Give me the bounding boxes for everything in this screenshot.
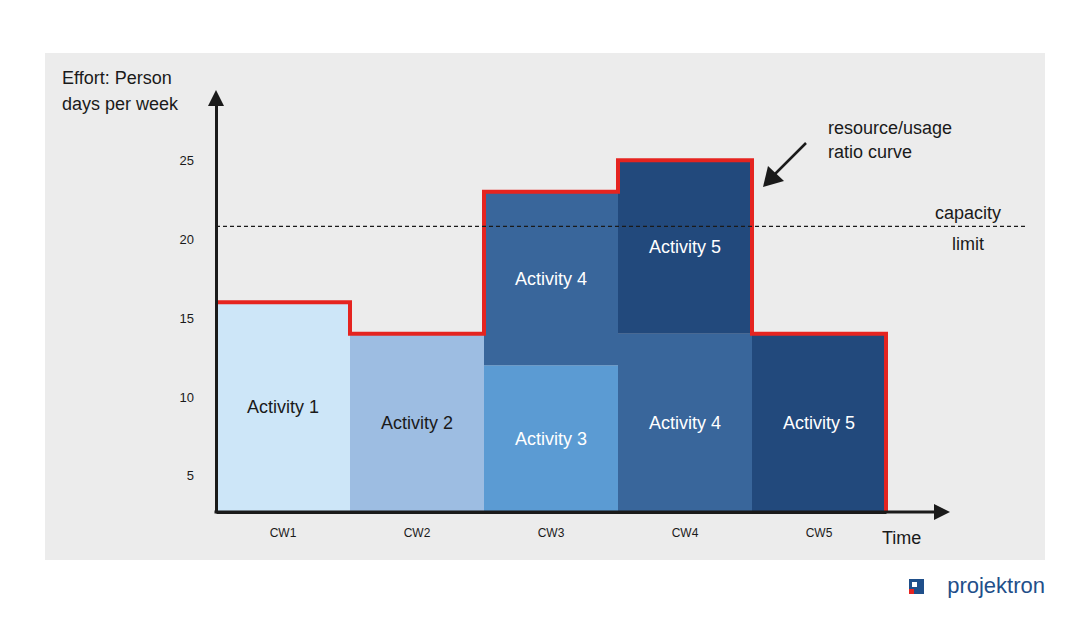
- reference-label: limit: [952, 234, 984, 254]
- segment-label: Activity 3: [515, 429, 587, 449]
- segment-label: Activity 1: [247, 397, 319, 417]
- y-tick-label: 5: [187, 468, 194, 483]
- y-tick: 20: [180, 232, 216, 247]
- x-tick-label: CW1: [270, 526, 297, 540]
- annotation-arrowhead: [763, 166, 784, 187]
- bar-segment: [618, 334, 752, 512]
- reference-line: [216, 226, 1028, 227]
- background: [45, 53, 1045, 560]
- segment-label: Activity 4: [515, 269, 587, 289]
- y-tick-label: 15: [180, 311, 194, 326]
- reference-label: capacity: [935, 203, 1001, 223]
- y-tick-label: 20: [180, 232, 194, 247]
- y-axis-title: days per week: [62, 94, 179, 114]
- x-tick-label: CW5: [806, 526, 833, 540]
- segment-label: Activity 4: [649, 413, 721, 433]
- y-tick: 25: [180, 153, 216, 168]
- logo-icon-inner: [912, 582, 917, 587]
- logo: projektron: [909, 573, 1045, 598]
- annotation-arrow: [774, 143, 806, 175]
- y-tick: 10: [180, 390, 216, 405]
- segment-labels: Activity 1 Activity 2 Activity 3 Activity 4…: [247, 237, 855, 449]
- x-tick: CW5: [806, 512, 833, 540]
- y-tick: 15: [180, 311, 216, 326]
- y-tick: 5: [187, 468, 216, 483]
- bar-segment: [484, 365, 618, 512]
- bar-segment: [350, 334, 484, 512]
- bar-segment: [752, 334, 886, 512]
- source: projektron: [947, 573, 1045, 598]
- segment-label: Activity 5: [783, 413, 855, 433]
- x-tick-label: CW4: [672, 526, 699, 540]
- x-tick-label: CW3: [538, 526, 565, 540]
- segment-label: Activity 5: [649, 237, 721, 257]
- plot-area: [216, 160, 886, 512]
- x-tick: CW2: [404, 512, 431, 540]
- annotation: ratio curve: [828, 142, 912, 162]
- y-axis: 5 10 15 20 25: [180, 106, 217, 513]
- y-tick-label: 10: [180, 390, 194, 405]
- bar-segment: [484, 192, 618, 366]
- y-axis-line: [215, 106, 218, 513]
- bar-segment: [618, 160, 752, 334]
- x-axis-title: Time: [882, 528, 921, 548]
- usage-curve: [216, 160, 886, 512]
- y-axis-title: Effort: Person: [62, 68, 172, 88]
- x-axis-extension: [215, 511, 941, 514]
- y-tick-label: 25: [180, 153, 194, 168]
- x-tick-label: CW2: [404, 526, 431, 540]
- annotation: resource/usage: [828, 118, 952, 138]
- bar-segment: [216, 302, 350, 512]
- segment-label: Activity 2: [381, 413, 453, 433]
- x-tick: CW1: [270, 512, 297, 540]
- logo-icon: [909, 579, 924, 594]
- x-axis-arrowhead: [934, 504, 950, 520]
- x-axis: CW1 CW2 CW3 CW4 CW5: [217, 512, 887, 540]
- y-axis-arrowhead: [208, 90, 224, 106]
- x-tick: CW4: [672, 512, 699, 540]
- logo-icon-accent: [909, 589, 914, 594]
- x-tick: CW3: [538, 512, 565, 540]
